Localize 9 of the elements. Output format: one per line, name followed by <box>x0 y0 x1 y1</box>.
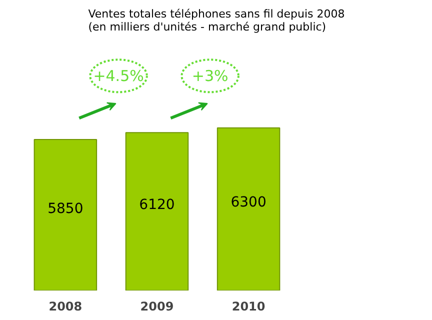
x-tick-label: 2008 <box>48 300 82 314</box>
x-tick-label: 2009 <box>140 300 174 314</box>
text: +4.5% <box>93 66 144 85</box>
data-label: 5850 <box>48 200 84 217</box>
chart-title: Ventes totales téléphones sans fil depuis 2008 (en milliers d'unités - marché grand public) <box>88 8 345 34</box>
text: +3% <box>192 66 228 85</box>
data-label: 6300 <box>230 194 266 211</box>
x-tick-label: 2010 <box>232 300 266 314</box>
data-label: 6120 <box>139 197 175 214</box>
